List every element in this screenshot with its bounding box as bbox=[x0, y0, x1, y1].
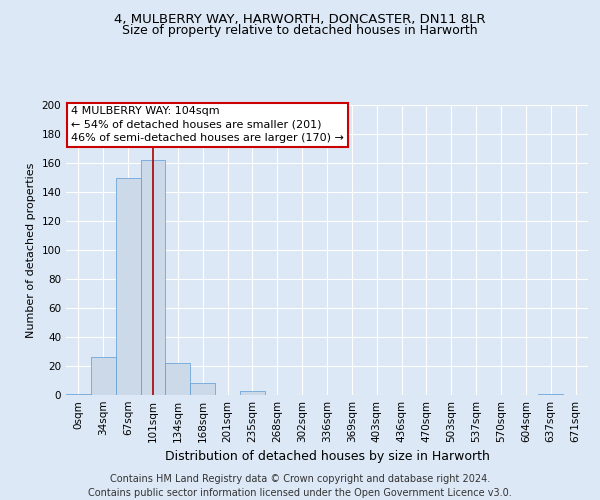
X-axis label: Distribution of detached houses by size in Harworth: Distribution of detached houses by size … bbox=[164, 450, 490, 464]
Bar bbox=[240, 390, 265, 395]
Bar bbox=[190, 384, 215, 395]
Bar bbox=[166, 363, 190, 395]
Y-axis label: Number of detached properties: Number of detached properties bbox=[26, 162, 36, 338]
Bar bbox=[140, 160, 166, 395]
Bar bbox=[66, 394, 91, 395]
Bar bbox=[91, 358, 116, 395]
Text: Size of property relative to detached houses in Harworth: Size of property relative to detached ho… bbox=[122, 24, 478, 37]
Text: 4, MULBERRY WAY, HARWORTH, DONCASTER, DN11 8LR: 4, MULBERRY WAY, HARWORTH, DONCASTER, DN… bbox=[114, 12, 486, 26]
Text: 4 MULBERRY WAY: 104sqm
← 54% of detached houses are smaller (201)
46% of semi-de: 4 MULBERRY WAY: 104sqm ← 54% of detached… bbox=[71, 106, 344, 143]
Bar bbox=[538, 394, 563, 395]
Bar bbox=[116, 178, 140, 395]
Text: Contains HM Land Registry data © Crown copyright and database right 2024.
Contai: Contains HM Land Registry data © Crown c… bbox=[88, 474, 512, 498]
